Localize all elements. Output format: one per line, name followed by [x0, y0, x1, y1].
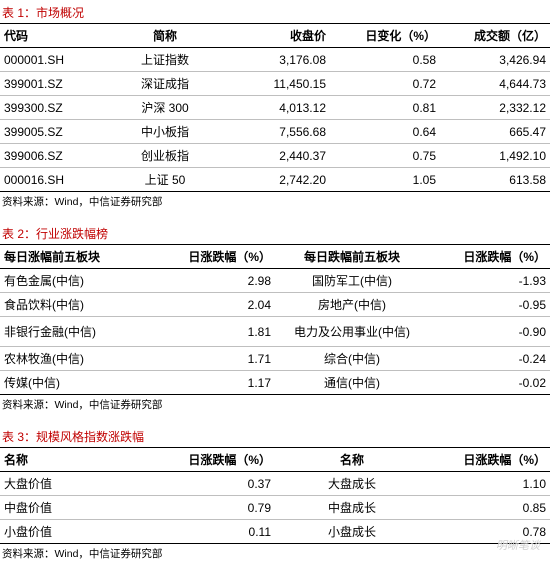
t3-h0: 名称	[0, 448, 154, 472]
t1-vol: 3,426.94	[440, 48, 550, 72]
table-row: 399001.SZ 深证成指 11,450.15 0.72 4,644.73	[0, 72, 550, 96]
t1-h3: 日变化（%）	[330, 24, 440, 48]
table1-block: 表 1：市场概况 代码 简称 收盘价 日变化（%） 成交额（亿） 000001.…	[0, 0, 550, 209]
t2-h3: 日涨跌幅（%）	[429, 245, 550, 269]
table3-title: 表 3：规模风格指数涨跌幅	[0, 424, 550, 447]
table2-title: 表 2：行业涨跌幅榜	[0, 221, 550, 244]
t1-change: 0.58	[330, 48, 440, 72]
table3-block: 表 3：规模风格指数涨跌幅 名称 日涨跌幅（%） 名称 日涨跌幅（%） 大盘价值…	[0, 424, 550, 561]
t3-h2: 名称	[275, 448, 429, 472]
table1-title: 表 1：市场概况	[0, 0, 550, 23]
t1-h4: 成交额（亿）	[440, 24, 550, 48]
table-row: 000001.SH 上证指数 3,176.08 0.58 3,426.94	[0, 48, 550, 72]
t1-h0: 代码	[0, 24, 110, 48]
table-row: 小盘价值 0.11 小盘成长 0.78	[0, 520, 550, 544]
table2-body: 有色金属(中信) 2.98 国防军工(中信) -1.93 食品饮料(中信) 2.…	[0, 269, 550, 395]
table1: 代码 简称 收盘价 日变化（%） 成交额（亿） 000001.SH 上证指数 3…	[0, 23, 550, 192]
table1-body: 000001.SH 上证指数 3,176.08 0.58 3,426.94 39…	[0, 48, 550, 192]
table-row: 中盘价值 0.79 中盘成长 0.85	[0, 496, 550, 520]
t1-h2: 收盘价	[220, 24, 330, 48]
table-row: 000016.SH 上证 50 2,742.20 1.05 613.58	[0, 168, 550, 192]
table-row: 399300.SZ 沪深 300 4,013.12 0.81 2,332.12	[0, 96, 550, 120]
table1-source: 资料来源：Wind，中信证券研究部	[0, 192, 550, 209]
t1-close: 3,176.08	[220, 48, 330, 72]
t2-h0: 每日涨幅前五板块	[0, 245, 154, 269]
table3: 名称 日涨跌幅（%） 名称 日涨跌幅（%） 大盘价值 0.37 大盘成长 1.1…	[0, 447, 550, 544]
table2: 每日涨幅前五板块 日涨跌幅（%） 每日跌幅前五板块 日涨跌幅（%） 有色金属(中…	[0, 244, 550, 395]
t1-name: 上证指数	[110, 48, 220, 72]
table-row: 传媒(中信) 1.17 通信(中信) -0.02	[0, 371, 550, 395]
t3-h3: 日涨跌幅（%）	[429, 448, 550, 472]
table-row: 399005.SZ 中小板指 7,556.68 0.64 665.47	[0, 120, 550, 144]
table-row: 大盘价值 0.37 大盘成长 1.10	[0, 472, 550, 496]
table-row: 399006.SZ 创业板指 2,440.37 0.75 1,492.10	[0, 144, 550, 168]
table3-header-row: 名称 日涨跌幅（%） 名称 日涨跌幅（%）	[0, 448, 550, 472]
table2-header-row: 每日涨幅前五板块 日涨跌幅（%） 每日跌幅前五板块 日涨跌幅（%）	[0, 245, 550, 269]
table2-source: 资料来源：Wind，中信证券研究部	[0, 395, 550, 412]
table-row: 有色金属(中信) 2.98 国防军工(中信) -1.93	[0, 269, 550, 293]
table-row: 非银行金融(中信) 1.81 电力及公用事业(中信) -0.90	[0, 317, 550, 347]
table3-body: 大盘价值 0.37 大盘成长 1.10 中盘价值 0.79 中盘成长 0.85 …	[0, 472, 550, 544]
t1-h1: 简称	[110, 24, 220, 48]
t3-h1: 日涨跌幅（%）	[154, 448, 275, 472]
table-row: 食品饮料(中信) 2.04 房地产(中信) -0.95	[0, 293, 550, 317]
t2-h1: 日涨跌幅（%）	[154, 245, 275, 269]
table2-block: 表 2：行业涨跌幅榜 每日涨幅前五板块 日涨跌幅（%） 每日跌幅前五板块 日涨跌…	[0, 221, 550, 412]
watermark-text: 明晰笔谈	[496, 537, 540, 553]
t2-h2: 每日跌幅前五板块	[275, 245, 429, 269]
table-row: 农林牧渔(中信) 1.71 综合(中信) -0.24	[0, 347, 550, 371]
t1-code: 000001.SH	[0, 48, 110, 72]
table1-header-row: 代码 简称 收盘价 日变化（%） 成交额（亿）	[0, 24, 550, 48]
table3-source: 资料来源：Wind，中信证券研究部	[0, 544, 550, 561]
